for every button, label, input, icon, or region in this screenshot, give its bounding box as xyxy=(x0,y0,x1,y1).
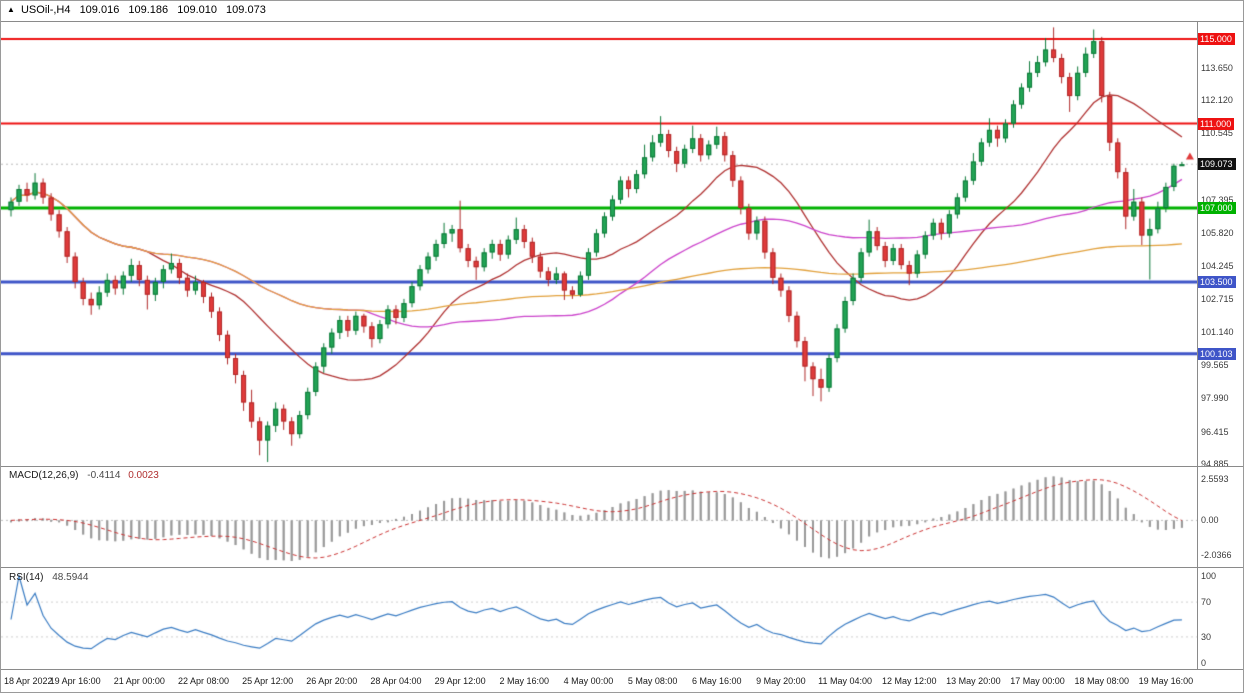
rsi-indicator-label: RSI(14) 48.5944 xyxy=(9,572,88,583)
time-axis-label: 18 Apr 2022 xyxy=(4,676,53,686)
high-value: 109.186 xyxy=(128,4,169,16)
time-axis-label: 13 May 20:00 xyxy=(946,676,1001,686)
price-axis[interactable]: 113.650 112.120 110.545 107.395 105.820 104.2… xyxy=(1198,1,1243,692)
chart-icon: ▲ xyxy=(7,5,15,14)
close-value: 109.073 xyxy=(226,4,266,16)
panel-separator-top xyxy=(1,21,1243,22)
price-axis-label: 105.820 xyxy=(1201,227,1234,238)
open-value: 109.016 xyxy=(79,4,120,16)
rsi-name: RSI(14) xyxy=(9,572,44,583)
macd-name: MACD(12,26,9) xyxy=(9,470,79,481)
panel-separator-rsi[interactable] xyxy=(1,567,1243,568)
price-axis-label: 110.545 xyxy=(1201,128,1233,139)
macd-indicator-label: MACD(12,26,9) -0.4114 0.0023 xyxy=(9,470,159,481)
time-axis-label: 4 May 00:00 xyxy=(563,676,614,686)
level-price-tag: 103.500 xyxy=(1198,275,1236,288)
rsi-axis-label: 0 xyxy=(1201,658,1207,668)
time-axis-label: 22 Apr 08:00 xyxy=(177,676,229,686)
macd-axis-min: -2.0366 xyxy=(1201,550,1232,560)
rsi-value: 48.5944 xyxy=(52,572,89,583)
main-chart-canvas[interactable] xyxy=(1,21,1197,466)
time-axis-label: 29 Apr 12:00 xyxy=(434,676,486,686)
time-axis-label: 21 Apr 00:00 xyxy=(113,676,165,686)
panel-separator-macd[interactable] xyxy=(1,466,1243,467)
time-axis-label: 5 May 08:00 xyxy=(627,676,678,686)
price-axis-label: 101.140 xyxy=(1201,326,1234,337)
time-axis-label: 19 May 16:00 xyxy=(1138,676,1194,686)
panel-separator-bottom xyxy=(1,669,1243,670)
low-value: 109.010 xyxy=(177,4,217,16)
level-price-tag: 100.103 xyxy=(1198,347,1236,360)
price-axis-label: 96.415 xyxy=(1201,426,1229,437)
chart-info-bar: ▲ USOil-,H4 109.016 109.186 109.010 109.… xyxy=(7,4,266,20)
time-axis-label: 11 May 04:00 xyxy=(818,676,873,686)
macd-signal-value: 0.0023 xyxy=(128,470,159,481)
time-axis-label: 19 Apr 16:00 xyxy=(49,676,101,686)
time-axis-label: 2 May 16:00 xyxy=(499,676,550,686)
rsi-axis-label: 100 xyxy=(1201,571,1217,581)
level-price-tag: 111.000 xyxy=(1198,117,1235,130)
time-axis-label: 12 May 12:00 xyxy=(881,676,937,686)
price-axis-separator xyxy=(1197,21,1198,669)
rsi-panel-canvas[interactable] xyxy=(1,568,1197,669)
time-axis-label: 6 May 16:00 xyxy=(691,676,742,686)
rsi-axis-label: 70 xyxy=(1201,597,1212,608)
price-axis-label: 107.395 xyxy=(1201,194,1234,205)
price-axis-label: 102.715 xyxy=(1201,293,1234,304)
time-axis-label: 26 Apr 20:00 xyxy=(306,676,358,686)
time-axis-label: 18 May 08:00 xyxy=(1074,676,1129,686)
macd-axis-max: 2.5593 xyxy=(1201,474,1229,484)
time-axis-label: 25 Apr 12:00 xyxy=(242,676,294,686)
symbol-period-label: USOil-,H4 xyxy=(20,4,71,16)
time-axis[interactable]: 18 Apr 2022 19 Apr 16:00 21 Apr 00:00 22 Ap… xyxy=(1,670,1197,692)
macd-panel-canvas[interactable] xyxy=(1,467,1197,567)
level-price-tag: 107.000 xyxy=(1198,202,1236,215)
macd-axis-zero: 0.00 xyxy=(1201,515,1219,526)
price-axis-label: 99.565 xyxy=(1201,360,1229,371)
price-axis-label: 97.990 xyxy=(1201,393,1229,404)
time-axis-label: 28 Apr 04:00 xyxy=(370,676,422,686)
price-axis-label: 94.885 xyxy=(1201,459,1229,470)
price-axis-label: 104.245 xyxy=(1201,261,1234,272)
rsi-axis-label: 30 xyxy=(1201,631,1212,642)
time-axis-label: 9 May 20:00 xyxy=(756,676,806,686)
time-axis-label: 17 May 00:00 xyxy=(1010,676,1065,686)
price-axis-label: 112.120 xyxy=(1201,94,1233,105)
level-price-tag: 115.000 xyxy=(1198,33,1235,45)
macd-main-value: -0.4114 xyxy=(87,470,121,481)
current-price-tag: 109.073 xyxy=(1198,158,1236,171)
price-axis-label: 113.650 xyxy=(1201,62,1233,73)
